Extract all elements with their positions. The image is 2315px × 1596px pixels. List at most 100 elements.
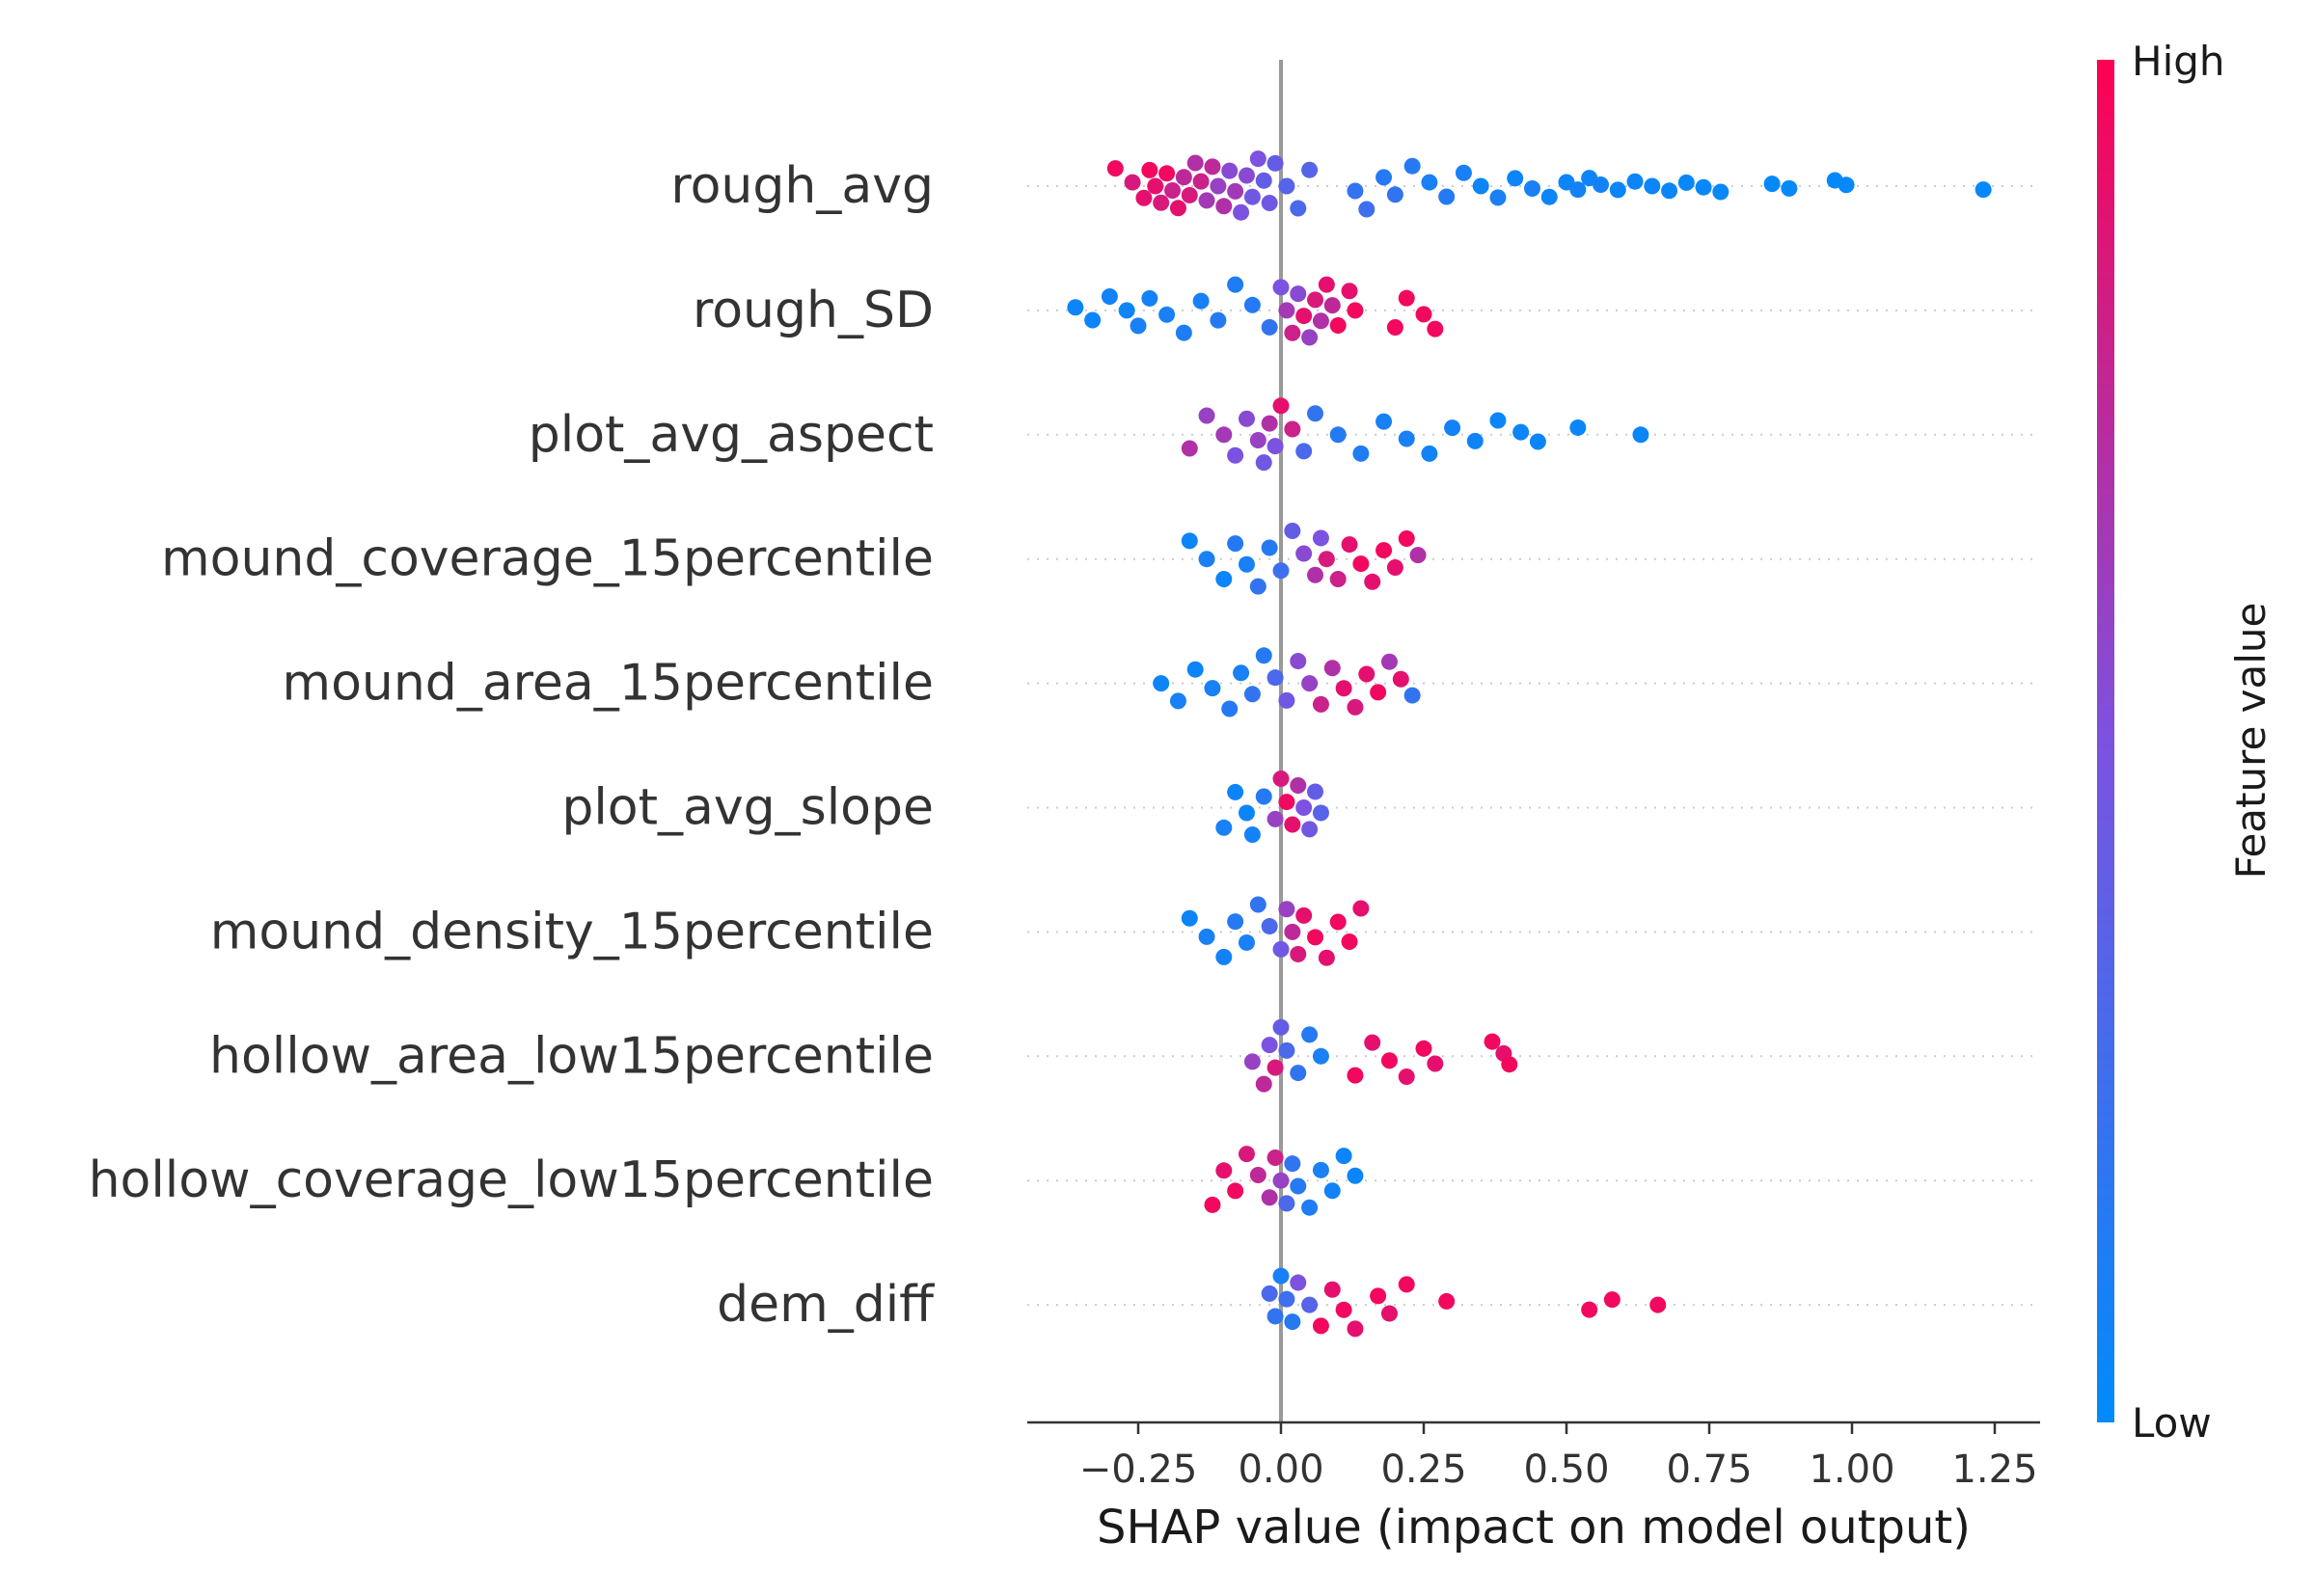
shap-point xyxy=(1266,1150,1284,1167)
shap-point xyxy=(1312,695,1329,713)
shap-point xyxy=(1763,176,1781,193)
shap-point xyxy=(1301,1026,1319,1043)
shap-point xyxy=(1661,182,1678,200)
shap-point xyxy=(1238,1146,1255,1163)
x-axis-title: SHAP value (impact on model output) xyxy=(1097,1501,1971,1555)
shap-point xyxy=(1243,1053,1261,1070)
shap-point xyxy=(1329,426,1347,444)
shap-point xyxy=(1278,1041,1295,1059)
shap-point xyxy=(1249,1167,1266,1184)
shap-point xyxy=(1141,161,1158,178)
shap-point xyxy=(1398,289,1415,307)
shap-point xyxy=(1255,647,1272,664)
shap-point xyxy=(1175,324,1192,341)
shap-point xyxy=(1290,776,1307,794)
shap-point xyxy=(1323,297,1341,314)
shap-point xyxy=(1295,443,1313,460)
shap-point xyxy=(1243,296,1261,313)
shap-point xyxy=(1249,431,1266,448)
shap-point xyxy=(1130,317,1147,335)
shap-point xyxy=(1124,174,1141,191)
shap-point xyxy=(1227,276,1244,293)
shap-point xyxy=(1290,945,1307,962)
shap-point xyxy=(1307,783,1324,800)
shap-point xyxy=(1569,181,1587,199)
shap-point xyxy=(1272,562,1290,580)
shap-point xyxy=(1272,279,1290,296)
shap-point xyxy=(1278,691,1295,709)
feature-label: rough_avg xyxy=(670,157,934,215)
shap-point xyxy=(1255,172,1272,189)
shap-point xyxy=(1233,664,1250,682)
shap-point xyxy=(1249,150,1266,168)
shap-point xyxy=(1352,555,1370,573)
shap-point xyxy=(1192,173,1210,190)
shap-point xyxy=(1507,170,1524,187)
shap-point xyxy=(1386,559,1403,576)
shap-point xyxy=(1295,799,1313,816)
shap-point xyxy=(1164,181,1182,199)
x-tick-label: 1.25 xyxy=(1951,1447,2037,1492)
shap-point xyxy=(1312,804,1329,822)
shap-point xyxy=(1593,176,1610,193)
shap-point xyxy=(1307,929,1324,946)
shap-point xyxy=(1227,783,1244,800)
shap-point xyxy=(1403,157,1421,175)
shap-point xyxy=(1329,913,1347,931)
shap-point xyxy=(1238,804,1255,822)
shap-point xyxy=(1198,928,1215,945)
shap-point xyxy=(1290,1065,1307,1082)
shap-point xyxy=(1398,1276,1415,1293)
shap-point xyxy=(1238,167,1255,184)
shap-point xyxy=(1290,1177,1307,1195)
shap-point xyxy=(1347,302,1364,319)
shap-point xyxy=(1352,445,1370,462)
shap-point xyxy=(1181,909,1198,927)
shap-point xyxy=(1312,1317,1329,1335)
shap-point xyxy=(1215,426,1233,444)
feature-label: dem_diff xyxy=(717,1276,935,1334)
shap-point xyxy=(1455,164,1472,181)
shap-point xyxy=(1444,419,1461,437)
shap-point xyxy=(1364,1034,1381,1051)
shap-point xyxy=(1364,573,1381,590)
shap-point xyxy=(1272,397,1290,415)
shap-point xyxy=(1427,1055,1444,1072)
shap-point xyxy=(1284,816,1301,833)
shap-point xyxy=(1838,176,1855,194)
shap-point xyxy=(1489,189,1507,206)
shap-point xyxy=(1341,536,1358,554)
shap-point xyxy=(1603,1291,1620,1309)
feature-label: hollow_area_low15percentile xyxy=(209,1027,934,1085)
shap-point xyxy=(1278,901,1295,918)
shap-point xyxy=(1204,1196,1221,1213)
feature-label: plot_avg_slope xyxy=(561,779,934,837)
shap-point xyxy=(1415,1040,1432,1057)
shap-point xyxy=(1215,1162,1233,1179)
shap-point xyxy=(1290,653,1307,670)
shap-point xyxy=(1301,821,1319,838)
shap-point xyxy=(1312,1161,1329,1178)
shap-point xyxy=(1380,653,1398,670)
shap-point xyxy=(1227,1182,1244,1200)
shap-point xyxy=(1295,308,1313,325)
shap-point xyxy=(1329,317,1347,334)
shap-point xyxy=(1529,433,1546,450)
shap-point xyxy=(1153,675,1170,692)
shap-point xyxy=(1370,684,1387,701)
x-axis: −0.25 0.00 0.25 0.50 0.75 1.00 1.25 xyxy=(1027,1420,2040,1492)
shap-point xyxy=(1238,555,1255,573)
shap-point xyxy=(1301,161,1319,178)
shap-point xyxy=(1386,319,1403,336)
shap-point xyxy=(1301,1296,1319,1313)
shap-point xyxy=(1198,192,1215,209)
x-tick-label: 0.00 xyxy=(1238,1447,1323,1492)
shap-point xyxy=(1312,312,1329,330)
shap-point xyxy=(1392,670,1409,688)
shap-point xyxy=(1249,578,1266,595)
shap-point xyxy=(1141,289,1158,307)
shap-point xyxy=(1712,183,1729,201)
shap-point xyxy=(1438,1292,1456,1310)
shap-point xyxy=(1540,188,1558,205)
